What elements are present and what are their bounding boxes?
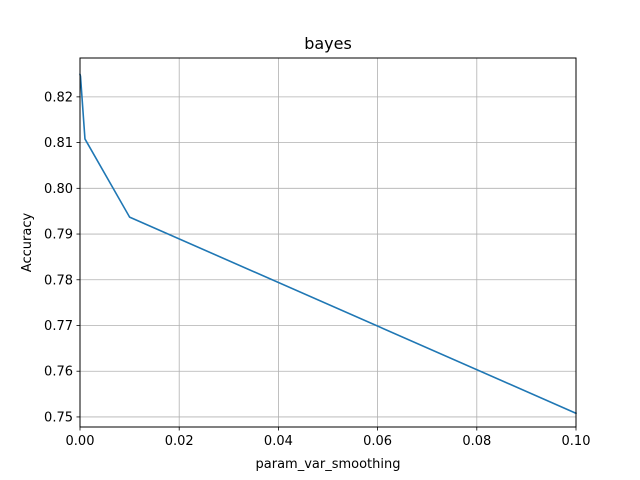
y-axis-label: Accuracy	[20, 213, 35, 273]
x-tick-label: 0.08	[462, 434, 491, 449]
plot-area	[80, 58, 576, 427]
y-tick-label: 0.79	[44, 228, 73, 243]
x-tick-label: 0.10	[562, 434, 591, 449]
ticks: 0.00 0.02 0.04 0.06 0.08 0.10 0.75 0.76 0.77 0.78…	[44, 90, 590, 449]
chart-title: bayes	[304, 34, 352, 53]
y-tick-label: 0.78	[44, 273, 73, 288]
x-tick-label: 0.00	[66, 434, 95, 449]
x-axis-label: param_var_smoothing	[256, 457, 401, 472]
y-tick-label: 0.75	[44, 410, 73, 425]
x-tick-label: 0.02	[165, 434, 194, 449]
y-tick-label: 0.80	[44, 182, 73, 197]
y-tick-label: 0.77	[44, 319, 73, 334]
x-tick-label: 0.06	[363, 434, 392, 449]
plot-frame	[79, 57, 577, 428]
x-tick-label: 0.04	[264, 434, 293, 449]
y-tick-label: 0.76	[44, 365, 73, 380]
y-tick-label: 0.82	[44, 90, 73, 105]
grid	[79, 58, 577, 427]
y-tick-label: 0.81	[44, 136, 73, 151]
